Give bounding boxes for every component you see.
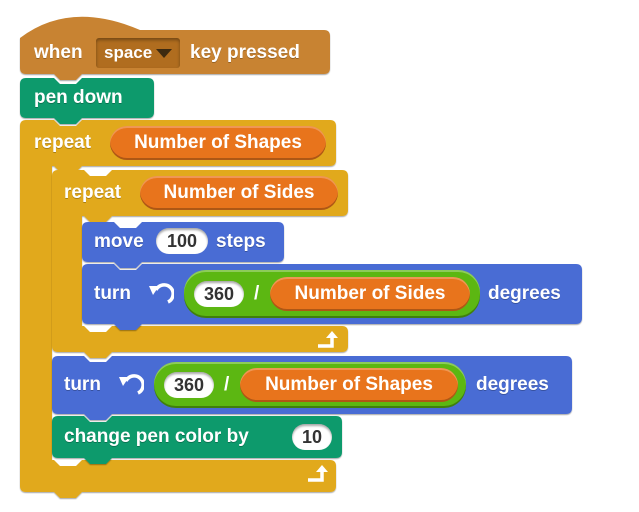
change-pen-color-label: change pen color by [64, 426, 249, 447]
pen-down-block[interactable] [20, 78, 154, 124]
number-of-sides-reporter[interactable]: Number of Sides [140, 176, 338, 210]
key-dropdown-value: space [104, 43, 153, 62]
outer-repeat-label: repeat [34, 132, 92, 153]
rotate-left-icon [149, 283, 174, 304]
turn-outer-dividend-input[interactable]: 360 [164, 372, 214, 398]
move-steps-input[interactable]: 100 [156, 228, 208, 254]
turn-outer-label: turn [64, 374, 101, 395]
degrees-label: degrees [476, 374, 549, 395]
when-label: when [34, 42, 83, 63]
chevron-down-icon [156, 49, 172, 58]
number-of-shapes-reporter[interactable]: Number of Shapes [110, 126, 326, 160]
turn-inner-label: turn [94, 283, 131, 304]
pen-color-change-input[interactable]: 10 [292, 424, 332, 450]
loop-arrow-icon [318, 331, 338, 348]
number-of-shapes-reporter[interactable]: Number of Shapes [240, 368, 458, 402]
degrees-label: degrees [488, 283, 561, 304]
key-dropdown[interactable]: space [96, 38, 180, 68]
key-pressed-label: key pressed [190, 42, 300, 63]
number-of-sides-reporter[interactable]: Number of Sides [270, 277, 470, 311]
turn-inner-dividend-input[interactable]: 360 [194, 281, 244, 307]
pen-down-label: pen down [34, 87, 123, 108]
change-pen-color-block[interactable] [52, 416, 342, 464]
move-label: move [94, 231, 144, 252]
inner-repeat-label: repeat [64, 182, 122, 203]
divide-symbol: / [254, 283, 260, 304]
steps-label: steps [216, 231, 266, 252]
rotate-left-icon [119, 374, 144, 395]
loop-arrow-icon [308, 465, 328, 482]
divide-symbol: / [224, 374, 230, 395]
